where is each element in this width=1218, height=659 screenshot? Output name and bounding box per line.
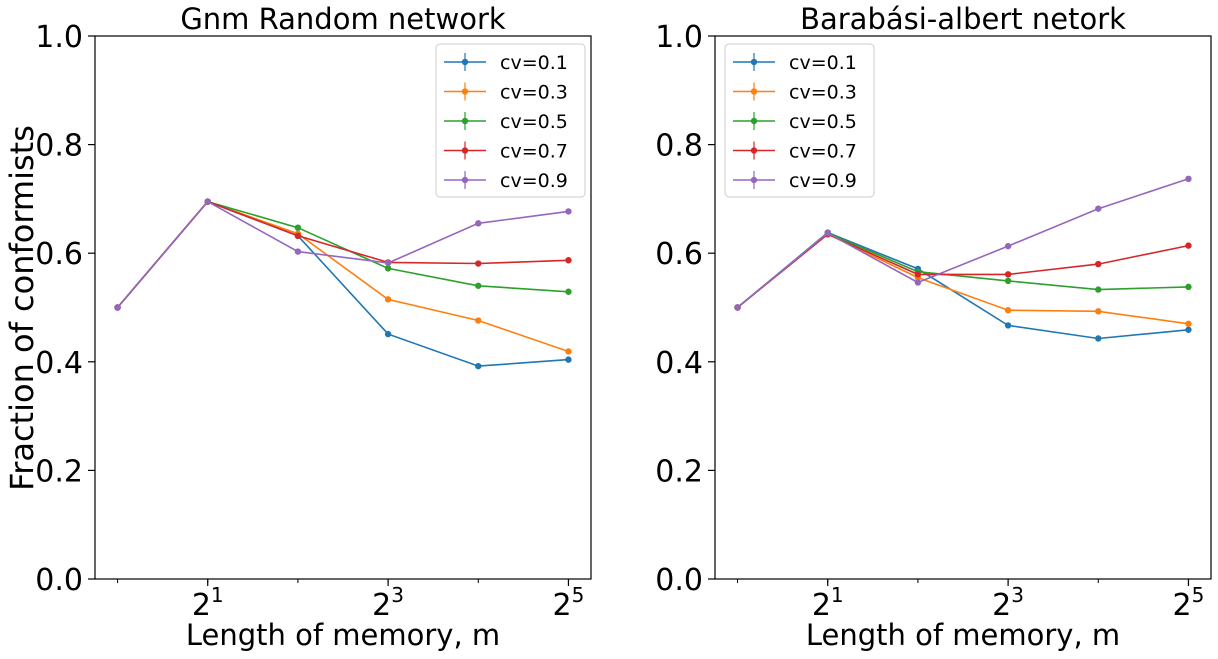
legend-box (724, 43, 875, 198)
legend-label: cv=0.7 (789, 141, 857, 163)
y-tick-label: 0.2 (655, 454, 703, 489)
legend-label: cv=0.5 (789, 111, 857, 133)
data-point (1095, 335, 1102, 342)
series-line (116, 200, 569, 309)
data-point (475, 220, 482, 227)
legend: cv=0.1 cv=0.3 cv=0.5 cv=0.7 cv=0.9 (724, 43, 875, 198)
legend-label: cv=0.1 (789, 52, 857, 74)
x-tick-label: 25 (553, 583, 585, 623)
data-point (565, 288, 572, 295)
chart-title: Gnm Random network (180, 2, 506, 36)
data-point (384, 265, 392, 272)
y-tick-label: 0.8 (655, 129, 703, 164)
data-point (114, 304, 121, 311)
legend-marker (750, 88, 758, 95)
data-point (914, 279, 922, 286)
y-tick-label: 0.8 (35, 129, 83, 164)
data-point (294, 248, 302, 255)
x-tick-label: 23 (372, 583, 404, 623)
data-point (1004, 242, 1012, 250)
axes-frame (714, 35, 1212, 580)
legend-marker (461, 176, 469, 184)
y-tick-label: 0.2 (35, 454, 83, 489)
legend-label: cv=0.9 (500, 170, 568, 192)
data-point (475, 260, 482, 267)
legend-marker (461, 58, 469, 66)
data-point (914, 271, 922, 278)
y-tick-label: 0.6 (655, 237, 703, 272)
legend-label: cv=0.5 (500, 111, 568, 133)
y-tick-label: 0.4 (655, 346, 703, 381)
y-tick-label: 1.0 (655, 20, 703, 55)
chart-panel-barabasi-albert: Barabási-albert netork Length of memory, … (655, 2, 1212, 652)
data-point (1004, 277, 1012, 285)
y-tick-label: 0.4 (35, 346, 83, 381)
data-point (565, 356, 572, 363)
data-point (294, 232, 302, 240)
data-point (565, 348, 572, 355)
legend-label: cv=0.3 (789, 82, 857, 104)
legend-marker (750, 58, 758, 66)
data-point (384, 330, 392, 338)
legend-marker (750, 117, 758, 125)
x-tick-label: 25 (1173, 583, 1205, 623)
x-tick-label: 21 (192, 583, 224, 623)
data-point (1095, 260, 1102, 268)
x-axis-label: Length of memory, m (186, 618, 500, 652)
series-line (736, 178, 1189, 309)
legend: cv=0.1 cv=0.3 cv=0.5 cv=0.7 cv=0.9 (435, 43, 586, 198)
data-point (734, 304, 741, 311)
series-line (116, 200, 569, 309)
data-point (384, 259, 392, 267)
x-axis-label: Length of memory, m (806, 618, 1120, 652)
data-point (1185, 320, 1192, 327)
data-point (204, 198, 211, 205)
series-line (116, 200, 569, 353)
data-point (384, 296, 392, 303)
y-tick-label: 0.0 (655, 563, 703, 598)
data-point (1095, 308, 1102, 315)
y-tick-label: 1.0 (35, 20, 83, 55)
series-line (736, 231, 1189, 340)
data-point (1004, 307, 1012, 314)
chart-title: Barabási-albert netork (800, 2, 1126, 36)
series-line (116, 200, 569, 309)
legend-marker (461, 117, 469, 125)
legend-marker (461, 88, 469, 95)
data-point (475, 282, 482, 289)
data-point (565, 208, 572, 215)
legend-label: cv=0.7 (500, 141, 568, 163)
legend-marker (750, 176, 758, 184)
data-point (1185, 326, 1192, 333)
legend-label: cv=0.3 (500, 82, 568, 104)
data-point (1004, 322, 1012, 329)
data-point (824, 229, 831, 237)
legend-marker (750, 147, 758, 154)
series-line (736, 233, 1189, 325)
y-tick-label: 0.6 (35, 237, 83, 272)
data-point (1095, 205, 1102, 212)
series-line (116, 200, 569, 367)
chart-panel-gnm: Gnm Random network Length of memory, m 0.0… (35, 2, 592, 652)
legend-box (435, 43, 586, 198)
data-point (1185, 175, 1192, 183)
data-point (475, 317, 482, 324)
data-point (1095, 286, 1102, 293)
legend-marker (461, 147, 469, 154)
x-tick-label: 23 (992, 583, 1024, 623)
data-point (1185, 283, 1192, 291)
y-axis-label: Fraction of conformists (3, 125, 41, 491)
x-tick-label: 21 (812, 583, 844, 623)
y-tick-label: 0.0 (35, 563, 83, 598)
legend-label: cv=0.9 (789, 170, 857, 192)
data-point (565, 257, 572, 264)
legend-label: cv=0.1 (500, 52, 568, 74)
data-point (1185, 242, 1192, 249)
data-point (1004, 271, 1012, 278)
data-point (294, 224, 302, 231)
data-point (475, 362, 482, 370)
axes-frame (94, 35, 592, 580)
